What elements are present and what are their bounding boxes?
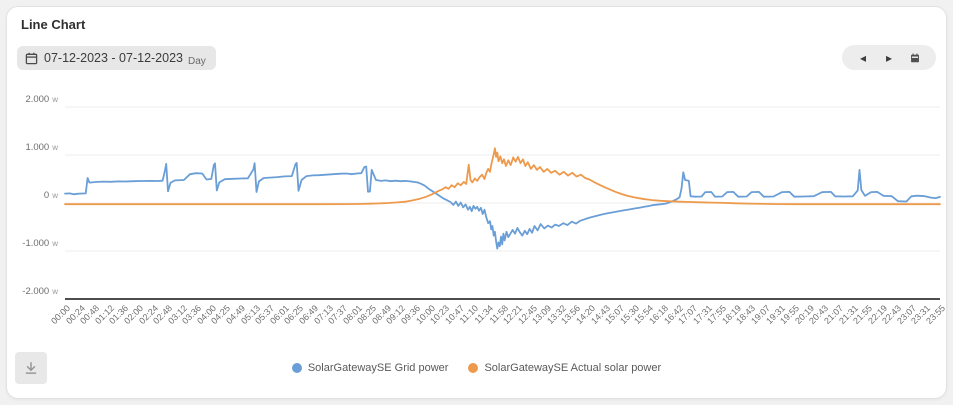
calendar-button[interactable] bbox=[904, 47, 926, 68]
calendar-filled-icon bbox=[911, 53, 919, 62]
legend-label-solar-power: SolarGatewaySE Actual solar power bbox=[484, 362, 662, 374]
chevron-right-icon: ▸ bbox=[885, 50, 893, 65]
download-icon bbox=[25, 362, 37, 374]
calendar-icon bbox=[25, 52, 38, 64]
legend-item-solar-power[interactable]: SolarGatewaySE Actual solar power bbox=[468, 362, 661, 374]
chart-nav-controls: ◂ ▸ bbox=[842, 45, 936, 70]
legend-label-grid-power: SolarGatewaySE Grid power bbox=[307, 362, 449, 374]
chevron-left-icon: ◂ bbox=[859, 50, 867, 65]
legend-dot-solar-power bbox=[468, 363, 479, 373]
line-chart-card: Line Chart 07-12-2023 - 07-12-2023 Day ◂… bbox=[6, 6, 947, 399]
prev-day-button[interactable]: ◂ bbox=[852, 47, 874, 68]
period-label: Day bbox=[188, 55, 206, 67]
chart-legend: SolarGatewaySE Grid power SolarGatewaySE… bbox=[7, 362, 946, 374]
date-range-label: 07-12-2023 - 07-12-2023 bbox=[44, 51, 183, 65]
legend-item-grid-power[interactable]: SolarGatewaySE Grid power bbox=[291, 362, 449, 374]
next-day-button[interactable]: ▸ bbox=[878, 47, 900, 68]
page-title: Line Chart bbox=[21, 17, 86, 32]
legend-dot-grid-power bbox=[291, 363, 302, 373]
download-button[interactable] bbox=[15, 352, 47, 384]
date-range-picker[interactable]: 07-12-2023 - 07-12-2023 Day bbox=[17, 46, 216, 70]
